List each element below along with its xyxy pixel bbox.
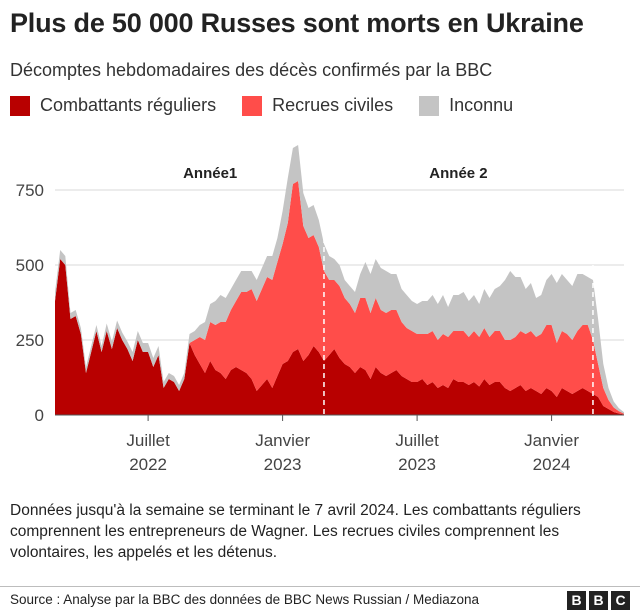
legend-item-unknown: Inconnu bbox=[419, 95, 513, 116]
bbc-logo-letter: B bbox=[589, 591, 608, 610]
chart-subtitle: Décomptes hebdomadaires des décès confir… bbox=[10, 60, 493, 80]
bbc-logo-letter: B bbox=[567, 591, 586, 610]
source-text: Source : Analyse par la BBC des données … bbox=[10, 592, 480, 607]
y-tick-label: 750 bbox=[16, 181, 44, 200]
legend-item-civil: Recrues civiles bbox=[242, 95, 393, 116]
footer-divider bbox=[0, 586, 640, 587]
x-tick-label: Juillet bbox=[126, 431, 170, 450]
legend-item-regular: Combattants réguliers bbox=[10, 95, 216, 116]
y-tick-label: 0 bbox=[35, 406, 44, 425]
legend-label-unknown: Inconnu bbox=[449, 95, 514, 115]
x-tick-label: Janvier bbox=[255, 431, 310, 450]
x-tick-label: Janvier bbox=[524, 431, 579, 450]
legend-label-regular: Combattants réguliers bbox=[40, 95, 217, 115]
chart-title: Plus de 50 000 Russes sont morts en Ukra… bbox=[10, 8, 584, 38]
x-tick-label: 2024 bbox=[533, 455, 571, 474]
stacked-area-chart: 0 250 500 750 Année1 Année 2 Juillet 2022 Janvie… bbox=[16, 145, 624, 474]
x-tick-label: 2022 bbox=[129, 455, 167, 474]
bbc-logo-letter: C bbox=[611, 591, 630, 610]
series-area-regular bbox=[55, 259, 624, 415]
x-tick-label: Juillet bbox=[395, 431, 439, 450]
footnote: Données jusqu'à la semaine se terminant … bbox=[10, 502, 581, 561]
legend: Combattants réguliers Recrues civiles In… bbox=[10, 95, 539, 116]
bbc-logo: B B C bbox=[564, 591, 630, 610]
x-tick-label: 2023 bbox=[264, 455, 302, 474]
legend-swatch-unknown bbox=[419, 95, 440, 116]
year-annotation: Année1 bbox=[183, 165, 237, 182]
series-area-civil bbox=[55, 181, 624, 415]
legend-swatch-civil bbox=[242, 95, 263, 116]
series-area-unknown bbox=[55, 145, 624, 414]
year-annotation: Année 2 bbox=[429, 165, 487, 182]
legend-swatch-regular bbox=[10, 95, 30, 116]
x-tick-label: 2023 bbox=[398, 455, 436, 474]
y-tick-label: 500 bbox=[16, 256, 44, 275]
legend-label-civil: Recrues civiles bbox=[272, 95, 394, 115]
y-tick-label: 250 bbox=[16, 331, 44, 350]
